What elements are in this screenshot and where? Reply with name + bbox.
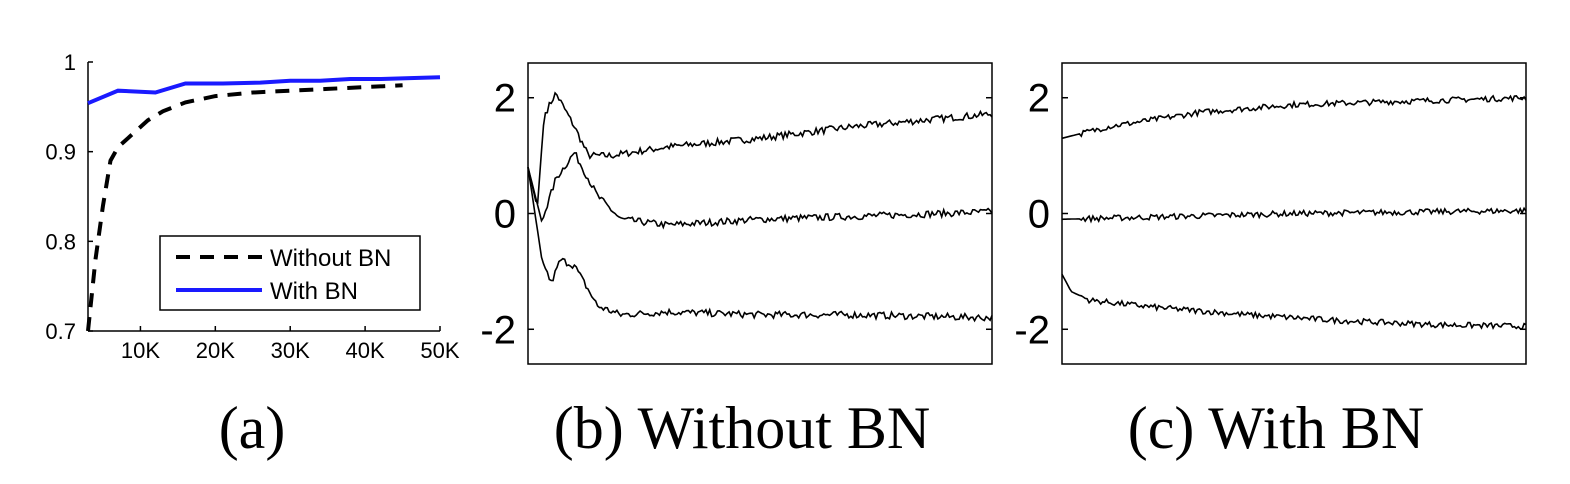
panel-a-x-tick-label: 10K xyxy=(121,338,160,363)
panel-a-x-tick-label: 30K xyxy=(271,338,310,363)
legend-label-without-bn: Without BN xyxy=(270,245,391,272)
panel-y-tick-label: -2 xyxy=(480,308,516,352)
trace-upper xyxy=(527,91,993,205)
panel-a: 0.7 0.8 0.9 1 10K 20K 30K 40K 50K Without BN Wi… xyxy=(45,50,459,461)
panel-a-y-tick-label: 0.8 xyxy=(45,229,76,254)
series-without-bn-line xyxy=(86,83,403,332)
series-with-bn-line xyxy=(87,75,441,106)
trace-lower xyxy=(1061,273,1527,331)
trace-middle xyxy=(1061,206,1527,224)
legend-label-with-bn: With BN xyxy=(270,278,358,305)
panel-c: -2 0 2 (c) With BN xyxy=(1014,62,1527,461)
trace-upper xyxy=(1061,94,1527,140)
panel-a-x-tick-label: 50K xyxy=(420,338,459,363)
panel-a-y-tick-label: 0.9 xyxy=(45,140,76,165)
panel-a-x-tick-label: 20K xyxy=(196,338,235,363)
panel-y-tick-label: 2 xyxy=(1028,77,1050,121)
panel-b-frame xyxy=(527,62,993,365)
trace-lower xyxy=(527,167,993,323)
panel-a-legend: Without BN With BN xyxy=(159,235,421,311)
panel-b: -2 0 2 (b) Without BN xyxy=(480,62,993,461)
panel-y-tick-label: -2 xyxy=(1014,308,1050,352)
panel-a-y-tick-label: 1 xyxy=(64,50,76,75)
panel-c-caption: (c) With BN xyxy=(1128,395,1424,461)
panel-a-caption: (a) xyxy=(219,395,286,461)
panel-a-x-tick-label: 40K xyxy=(346,338,385,363)
panel-y-tick-label: 0 xyxy=(494,193,516,237)
panel-y-tick-label: 0 xyxy=(1028,193,1050,237)
trace-middle xyxy=(527,152,993,230)
legend-box xyxy=(159,235,421,311)
panel-a-y-tick-label: 0.7 xyxy=(45,319,76,344)
panel-y-tick-label: 2 xyxy=(494,77,516,121)
panel-b-caption: (b) Without BN xyxy=(554,395,930,461)
